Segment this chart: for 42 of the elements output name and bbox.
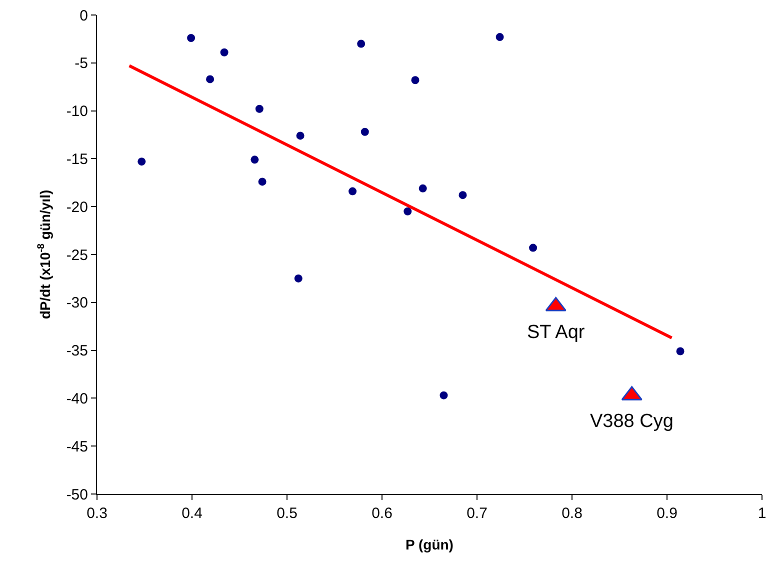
- point: [206, 75, 214, 84]
- y-tick-label: -25: [66, 246, 88, 264]
- point: [404, 207, 412, 216]
- point: [440, 391, 448, 400]
- y-tick-label: -30: [66, 294, 88, 312]
- point: [496, 33, 504, 42]
- y-tick-label: -10: [66, 103, 88, 120]
- point: [357, 40, 366, 48]
- y-tick-label: -35: [66, 342, 88, 360]
- y-tick-label: -40: [66, 390, 88, 408]
- point: [411, 76, 420, 84]
- point: [458, 191, 467, 200]
- point: [220, 48, 228, 56]
- y-tick-label: -20: [66, 198, 88, 216]
- point: [348, 187, 357, 196]
- y-tick-label: -50: [66, 486, 88, 504]
- x-tick-label: 0.5: [276, 505, 298, 522]
- point: [676, 347, 684, 356]
- point: [294, 274, 302, 282]
- point: [418, 184, 427, 192]
- x-tick-label: 1: [758, 505, 766, 522]
- point: [255, 104, 264, 113]
- point: [138, 158, 146, 166]
- annotation: V388 Cyg: [590, 411, 674, 432]
- point: [250, 156, 259, 164]
- point: [187, 34, 196, 42]
- x-tick-label: 0.7: [466, 505, 488, 522]
- point: [360, 128, 369, 136]
- x-tick-label: 0.8: [562, 505, 582, 522]
- y-tick-label: -5: [74, 55, 88, 72]
- x-tick-label: 0.9: [656, 505, 678, 522]
- point: [258, 178, 266, 186]
- y-tick-label: -45: [66, 438, 88, 456]
- annotation: ST Aqr: [527, 322, 586, 343]
- x-axis-title: P (gün): [406, 536, 454, 552]
- y-tick-label: 0: [80, 7, 88, 24]
- x-tick-label: 0.3: [86, 505, 108, 522]
- x-tick-label: 0.6: [372, 505, 392, 522]
- x-tick-label: 0.4: [182, 505, 202, 522]
- y-tick-label: -15: [66, 150, 88, 168]
- point: [296, 132, 304, 140]
- point: [529, 244, 538, 252]
